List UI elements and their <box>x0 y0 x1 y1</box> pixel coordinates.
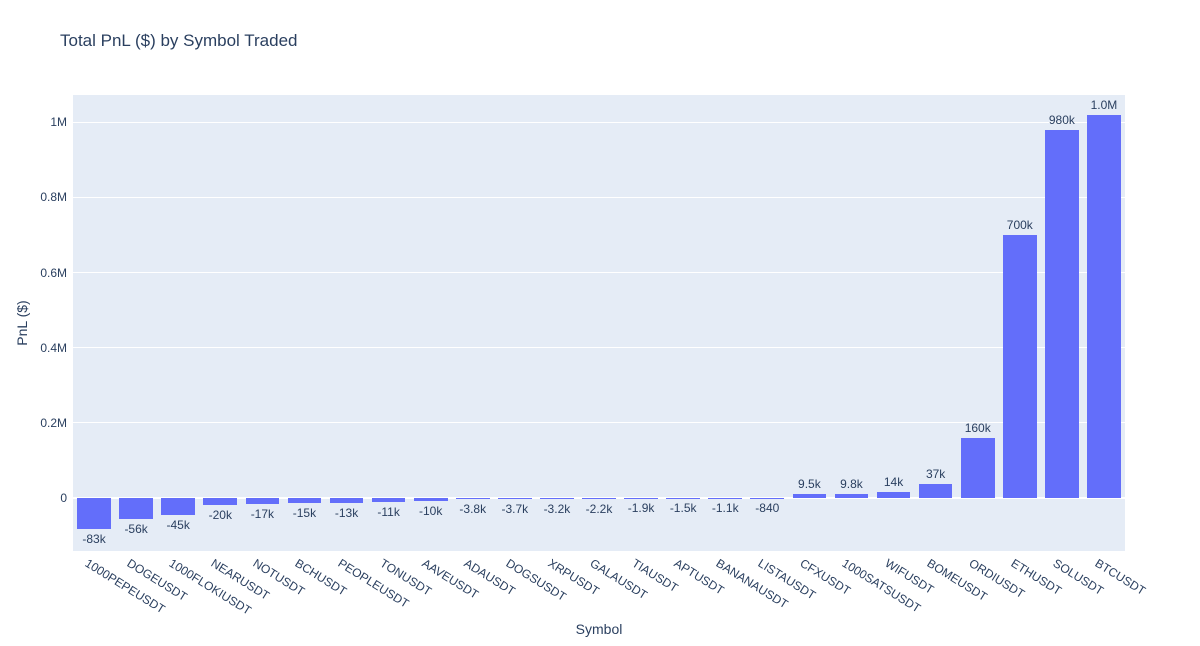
bar[interactable] <box>329 497 364 503</box>
y-tick-label: 0.2M <box>40 415 67 430</box>
bar[interactable] <box>1087 114 1121 498</box>
x-axis-title: Symbol <box>575 621 623 637</box>
bar-value-label: 980k <box>1048 112 1075 127</box>
bar-value-label: -10k <box>419 504 443 519</box>
bar[interactable] <box>119 497 153 519</box>
bar-value-label: -15k <box>292 506 317 521</box>
bar[interactable] <box>624 497 658 499</box>
bar-value-label: -3.2k <box>543 501 571 516</box>
bar[interactable] <box>1045 129 1079 498</box>
gridline <box>73 196 1125 199</box>
bar[interactable] <box>245 497 280 505</box>
gridline <box>73 346 1125 349</box>
y-tick-label: 0.8M <box>40 190 67 205</box>
bar-value-label: -3.8k <box>459 502 487 517</box>
bar[interactable] <box>540 497 574 499</box>
bar[interactable] <box>918 483 953 498</box>
bar[interactable] <box>455 497 490 500</box>
bar-value-label: -1.1k <box>711 501 739 516</box>
bar[interactable] <box>960 437 995 498</box>
bar[interactable] <box>750 497 785 499</box>
bar-value-label: -2.2k <box>585 501 613 516</box>
bar-value-label: -840 <box>755 501 780 516</box>
y-tick-label: 0 <box>60 490 67 505</box>
plot-area[interactable]: -83k -56k -45k -20k -17k -15k -13k -11k -10k -3.8… <box>73 95 1125 551</box>
bar-value-label: -11k <box>377 504 400 519</box>
bar[interactable] <box>582 497 616 499</box>
bar-value-label: -17k <box>250 507 275 522</box>
bar[interactable] <box>666 497 700 499</box>
bar-value-label: -56k <box>124 521 148 536</box>
bar[interactable] <box>413 497 448 502</box>
bar-value-label: 700k <box>1006 217 1033 232</box>
bar[interactable] <box>708 497 743 499</box>
bar-value-label: -83k <box>82 531 106 546</box>
y-tick-label: 0.4M <box>40 340 67 355</box>
bar[interactable] <box>876 492 911 498</box>
y-tick-label: 0.6M <box>40 265 67 280</box>
bar[interactable] <box>203 497 238 506</box>
gridline <box>73 121 1125 124</box>
y-tick-label: 1M <box>50 115 67 130</box>
bar-value-label: 9.5k <box>798 477 821 492</box>
bar-value-label: 9.8k <box>840 477 863 492</box>
bar[interactable] <box>371 497 406 502</box>
gridline <box>73 271 1125 274</box>
bar[interactable] <box>77 497 111 529</box>
gridline <box>73 421 1125 424</box>
bar-value-label: -20k <box>208 508 232 523</box>
bar-value-label: -1.9k <box>627 501 655 516</box>
chart-title: Total PnL ($) by Symbol Traded <box>60 31 298 50</box>
bar-value-label: 14k <box>883 475 904 490</box>
bar[interactable] <box>287 497 322 504</box>
x-axis-ticks: 1000PEPEUSDT DOGEUSDT 1000FLOKIUSDT NEARUSD… <box>0 551 1200 621</box>
bar[interactable] <box>834 494 869 498</box>
bar-value-label: -1.5k <box>669 501 697 516</box>
bar-value-label: 1.0M <box>1090 97 1118 112</box>
bar[interactable] <box>161 497 196 515</box>
bar-value-label: -3.7k <box>501 502 529 517</box>
bar[interactable] <box>1002 234 1037 498</box>
y-axis-ticks: 0 0.2M 0.4M 0.6M 0.8M 1M <box>0 0 67 646</box>
x-tick-label: BANANAUSDT <box>713 556 791 612</box>
bar-value-label: 160k <box>964 420 991 435</box>
bar[interactable] <box>498 497 532 500</box>
bar-value-label: -13k <box>334 505 359 520</box>
bar-value-label: 37k <box>925 466 946 481</box>
bar[interactable] <box>792 494 827 498</box>
bar-value-label: -45k <box>166 517 190 532</box>
